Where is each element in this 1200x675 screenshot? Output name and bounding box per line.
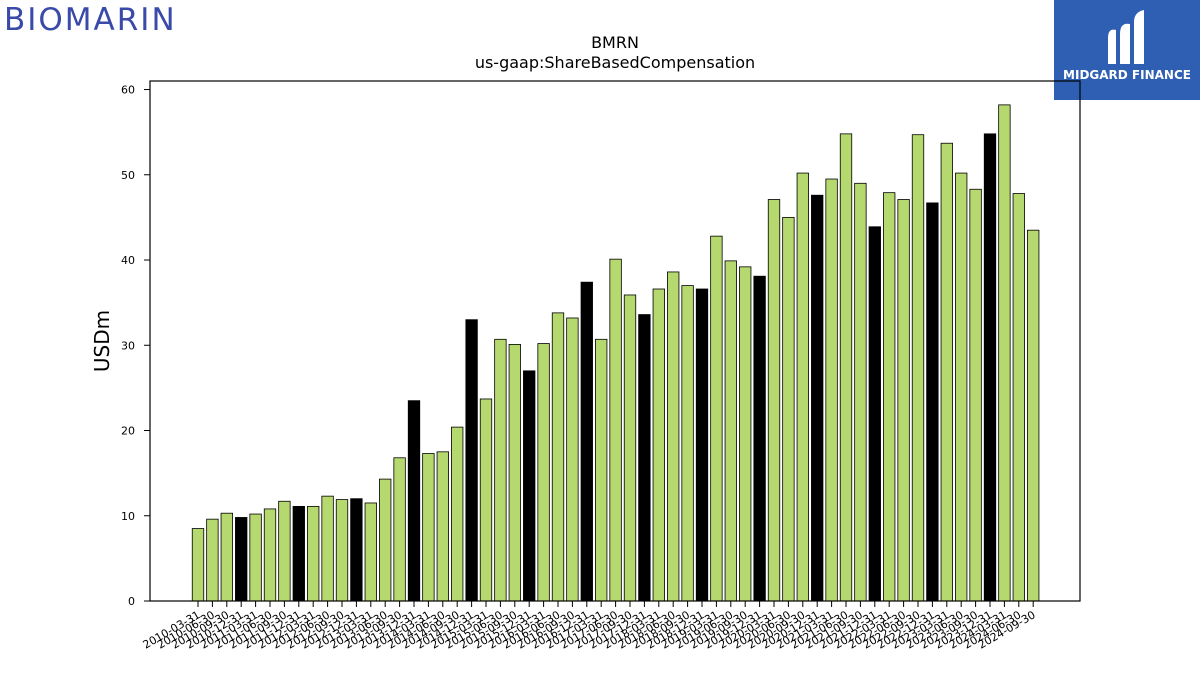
bar-2020-12-31	[811, 194, 824, 602]
bar-2014-03-31	[422, 453, 435, 602]
bar-2019-09-30	[739, 266, 752, 602]
y-tick-label-10: 10	[121, 510, 135, 523]
bars-group	[191, 104, 1040, 602]
bar-2015-09-30	[508, 344, 521, 602]
bar-2013-03-31	[364, 502, 377, 602]
bar-2023-12-31	[983, 133, 997, 602]
x-axis: 2010-03-312010-06-302010-09-302010-12-31…	[141, 601, 1038, 652]
plot-frame	[149, 80, 1081, 602]
bar-2016-09-30	[566, 317, 579, 602]
bar-2010-06-30	[206, 518, 219, 602]
bar-2011-12-31	[292, 505, 305, 602]
bar-2015-03-31	[479, 398, 493, 602]
biomarin-logo-text: BIOMARIN	[4, 2, 177, 38]
bar-2024-03-31	[998, 104, 1011, 602]
midgard-finance-logo: MIDGARD FINANCE	[1054, 0, 1200, 100]
bar-2017-09-30	[623, 294, 637, 602]
bar-2015-06-30	[494, 338, 507, 602]
bar-2019-06-30	[724, 260, 737, 602]
bar-2010-09-30	[220, 512, 233, 602]
midgard-logo-icon	[1108, 10, 1144, 64]
y-axis: 0 10 20 30 40 50 60	[121, 84, 150, 608]
bar-2024-06-30	[1012, 193, 1025, 602]
bar-2018-12-31	[695, 288, 709, 602]
bar-2012-06-30	[321, 495, 334, 602]
bar-2011-06-30	[263, 508, 277, 602]
y-tick-label-30: 30	[121, 339, 135, 352]
bar-2013-09-30	[393, 457, 406, 602]
bar-2021-06-30	[839, 133, 853, 602]
bar-2019-12-31	[753, 275, 766, 602]
bar-2012-03-31	[307, 505, 320, 602]
bar-2021-09-30	[854, 182, 867, 602]
bar-2020-06-30	[782, 216, 795, 602]
y-tick-label-20: 20	[121, 425, 135, 438]
y-axis-label: USDm	[90, 310, 114, 372]
bar-2014-12-31	[465, 319, 478, 602]
bar-2018-06-30	[667, 271, 680, 602]
bar-2015-12-31	[523, 370, 536, 602]
bar-2021-03-31	[825, 178, 838, 602]
y-tick-label-40: 40	[121, 254, 135, 267]
chart-title: BMRN	[591, 33, 639, 52]
bar-2011-09-30	[278, 500, 291, 602]
bar-2017-03-31	[595, 338, 608, 602]
bar-2016-06-30	[551, 312, 565, 602]
y-tick-label-50: 50	[121, 169, 135, 182]
bar-2010-12-31	[235, 517, 248, 602]
bar-2018-03-31	[652, 288, 665, 602]
bar-2011-03-31	[249, 513, 262, 602]
bar-2012-12-31	[350, 498, 363, 602]
bar-2020-03-31	[767, 199, 781, 602]
bar-2023-06-30	[955, 172, 968, 602]
chart-subtitle: us-gaap:ShareBasedCompensation	[475, 53, 755, 72]
bar-2020-09-30	[796, 172, 809, 602]
bar-2022-06-30	[897, 199, 910, 602]
bar-2018-09-30	[681, 285, 694, 602]
bar-2014-09-30	[451, 426, 464, 602]
bar-2016-03-31	[537, 343, 550, 602]
bar-2010-03-31	[191, 528, 205, 602]
bar-2016-12-31	[580, 281, 593, 602]
bar-2022-03-31	[883, 192, 896, 602]
bar-2023-03-31	[940, 142, 953, 602]
y-tick-label-0: 0	[128, 595, 135, 608]
bar-2014-06-30	[436, 451, 449, 602]
biomarin-logo: BIOMARIN	[4, 2, 214, 38]
midgard-logo-text: MIDGARD FINANCE	[1063, 68, 1191, 82]
bar-2022-12-31	[926, 202, 939, 602]
bar-2023-09-30	[969, 188, 982, 602]
bar-2012-09-30	[335, 499, 349, 602]
bar-2013-12-31	[407, 400, 421, 602]
bar-2021-12-31	[868, 226, 881, 602]
bar-2013-06-30	[379, 478, 392, 602]
y-tick-label-60: 60	[121, 84, 135, 97]
bar-2022-09-30	[911, 134, 925, 602]
bar-2019-03-31	[710, 235, 723, 602]
bar-2024-09-30	[1027, 229, 1040, 602]
bar-2017-06-30	[609, 258, 622, 602]
bar-2017-12-31	[638, 314, 651, 602]
